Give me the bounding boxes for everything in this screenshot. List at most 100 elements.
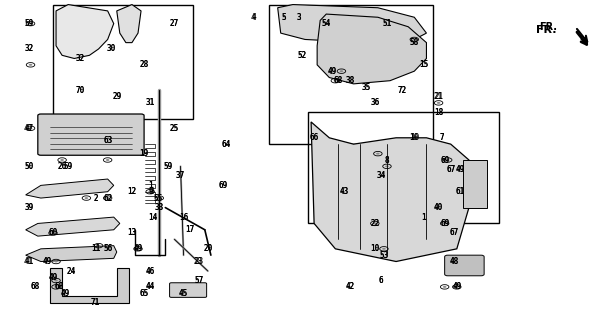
Text: 49: 49 xyxy=(48,273,57,282)
Text: 69: 69 xyxy=(440,219,450,228)
Text: 3: 3 xyxy=(296,13,301,22)
Text: 30: 30 xyxy=(106,44,115,53)
Text: 7: 7 xyxy=(439,133,444,142)
Text: 49: 49 xyxy=(134,244,143,253)
Text: 55: 55 xyxy=(154,194,163,203)
Circle shape xyxy=(437,102,440,104)
Text: 1: 1 xyxy=(421,212,426,222)
Text: 49: 49 xyxy=(328,67,337,76)
Circle shape xyxy=(443,286,447,288)
Circle shape xyxy=(54,260,58,262)
Text: 62: 62 xyxy=(103,194,112,203)
Text: 15: 15 xyxy=(419,60,428,69)
Polygon shape xyxy=(317,14,426,84)
Text: 44: 44 xyxy=(146,282,155,292)
Text: 49: 49 xyxy=(455,165,464,174)
Text: 17: 17 xyxy=(185,225,194,234)
Text: 25: 25 xyxy=(170,124,179,133)
Text: 64: 64 xyxy=(221,140,231,148)
Text: 12: 12 xyxy=(127,187,137,196)
Text: 60: 60 xyxy=(48,228,57,237)
Circle shape xyxy=(334,80,337,82)
Text: 21: 21 xyxy=(434,92,443,101)
Text: 13: 13 xyxy=(127,228,137,237)
Text: 63: 63 xyxy=(103,136,112,146)
Circle shape xyxy=(148,191,152,193)
Text: 5: 5 xyxy=(281,13,286,22)
Text: 4: 4 xyxy=(251,13,256,22)
Text: 53: 53 xyxy=(379,251,389,260)
Text: 65: 65 xyxy=(140,289,149,298)
Text: 69: 69 xyxy=(440,219,450,228)
Text: 19: 19 xyxy=(140,149,149,158)
Text: 46: 46 xyxy=(146,267,155,276)
Text: 68: 68 xyxy=(334,76,343,85)
Text: FR.: FR. xyxy=(539,22,557,32)
Text: 72: 72 xyxy=(398,86,407,95)
Text: 59: 59 xyxy=(63,162,73,171)
Text: 44: 44 xyxy=(146,282,155,292)
Text: 40: 40 xyxy=(434,203,443,212)
Circle shape xyxy=(136,248,140,250)
Text: 47: 47 xyxy=(24,124,34,133)
Text: 8: 8 xyxy=(385,156,389,164)
Text: 27: 27 xyxy=(170,19,179,28)
Text: 59: 59 xyxy=(163,162,173,171)
Text: 43: 43 xyxy=(340,187,349,196)
Text: 71: 71 xyxy=(91,298,100,307)
FancyBboxPatch shape xyxy=(445,255,484,276)
Text: 31: 31 xyxy=(146,99,155,108)
Text: 25: 25 xyxy=(170,124,179,133)
Circle shape xyxy=(29,23,32,25)
Text: 68: 68 xyxy=(54,282,63,292)
Text: 35: 35 xyxy=(361,83,370,92)
Text: 1: 1 xyxy=(421,212,426,222)
Text: 20: 20 xyxy=(203,244,212,253)
Text: 6: 6 xyxy=(379,276,383,285)
Text: 2: 2 xyxy=(93,194,98,203)
Text: 53: 53 xyxy=(379,251,389,260)
Text: 42: 42 xyxy=(346,282,355,292)
Text: 6: 6 xyxy=(379,276,383,285)
Text: 23: 23 xyxy=(194,257,203,266)
Text: 45: 45 xyxy=(179,289,188,298)
Text: 1: 1 xyxy=(148,181,152,190)
Text: 14: 14 xyxy=(149,212,158,222)
Text: 67: 67 xyxy=(449,228,458,237)
Text: 60: 60 xyxy=(48,228,57,237)
Circle shape xyxy=(60,159,64,161)
Text: 49: 49 xyxy=(134,244,143,253)
Text: 49: 49 xyxy=(48,273,57,282)
Text: 67: 67 xyxy=(446,165,455,174)
Text: 61: 61 xyxy=(455,187,464,196)
Text: 31: 31 xyxy=(146,99,155,108)
Text: 69: 69 xyxy=(440,156,450,164)
Text: 32: 32 xyxy=(76,54,85,63)
Text: 69: 69 xyxy=(218,181,228,190)
Text: 70: 70 xyxy=(76,86,85,95)
Text: 56: 56 xyxy=(103,244,112,253)
Text: 68: 68 xyxy=(54,282,63,292)
Text: 51: 51 xyxy=(382,19,392,28)
Text: 5: 5 xyxy=(281,13,286,22)
Text: 16: 16 xyxy=(179,212,188,222)
Text: 63: 63 xyxy=(103,136,112,146)
Polygon shape xyxy=(26,217,120,236)
Text: 4: 4 xyxy=(251,13,256,22)
Circle shape xyxy=(157,197,161,199)
Polygon shape xyxy=(56,4,113,59)
FancyBboxPatch shape xyxy=(170,283,207,297)
Polygon shape xyxy=(463,160,487,208)
Text: 49: 49 xyxy=(455,165,464,174)
Text: 17: 17 xyxy=(185,225,194,234)
Text: 70: 70 xyxy=(76,86,85,95)
Text: 10: 10 xyxy=(370,244,379,253)
Text: 48: 48 xyxy=(449,257,458,266)
Text: 58: 58 xyxy=(410,38,419,47)
Text: 57: 57 xyxy=(194,276,203,285)
Text: 71: 71 xyxy=(91,298,100,307)
Text: 47: 47 xyxy=(24,124,34,133)
Text: 34: 34 xyxy=(376,172,386,180)
Text: 66: 66 xyxy=(309,133,319,142)
Text: 29: 29 xyxy=(112,92,121,101)
